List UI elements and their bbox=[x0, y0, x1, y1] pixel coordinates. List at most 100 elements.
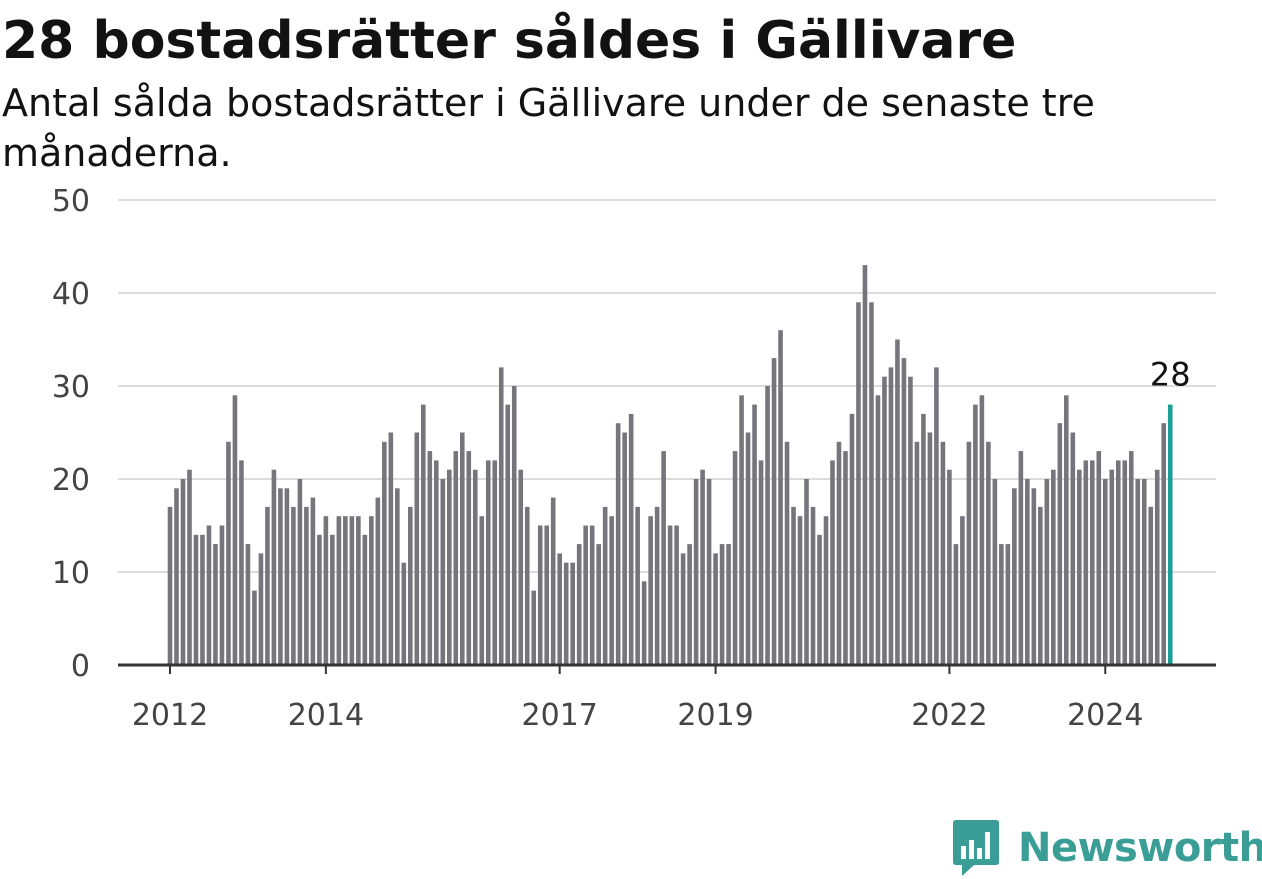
bar bbox=[239, 460, 244, 665]
bar bbox=[986, 441, 991, 665]
bar bbox=[674, 525, 679, 665]
bar bbox=[979, 395, 985, 665]
bar bbox=[427, 451, 433, 665]
bar bbox=[245, 544, 251, 665]
bar bbox=[174, 488, 179, 665]
bar bbox=[823, 516, 829, 665]
bar-highlight bbox=[1167, 404, 1173, 665]
bar bbox=[323, 516, 329, 665]
bar bbox=[719, 544, 725, 665]
bar bbox=[693, 479, 699, 665]
x-tick-label: 2022 bbox=[911, 698, 987, 733]
bar bbox=[226, 441, 231, 665]
bar bbox=[888, 367, 894, 665]
bar bbox=[843, 451, 848, 665]
bar bbox=[505, 404, 511, 665]
bar bbox=[1148, 506, 1154, 665]
bar bbox=[596, 544, 601, 665]
last-value-annotation: 28 bbox=[1150, 356, 1191, 394]
bar bbox=[1018, 451, 1024, 665]
bar bbox=[1135, 479, 1141, 665]
bar bbox=[726, 544, 731, 665]
bar bbox=[1141, 479, 1147, 665]
bar bbox=[369, 516, 374, 665]
bar bbox=[849, 413, 855, 665]
bar bbox=[446, 469, 452, 665]
bar bbox=[882, 376, 887, 665]
brand-name: Newsworthy bbox=[1018, 825, 1262, 871]
bar bbox=[869, 302, 874, 665]
bar bbox=[304, 506, 309, 665]
x-tick-label: 2024 bbox=[1067, 698, 1143, 733]
bar bbox=[200, 534, 205, 665]
bar bbox=[570, 562, 575, 665]
bar bbox=[1102, 479, 1108, 665]
bar bbox=[336, 516, 342, 665]
bar bbox=[953, 544, 959, 665]
bar bbox=[609, 516, 614, 665]
bar bbox=[934, 367, 939, 665]
bar bbox=[1025, 479, 1030, 665]
bar bbox=[1161, 423, 1167, 665]
bar bbox=[498, 367, 504, 665]
bar bbox=[284, 488, 290, 665]
bar bbox=[349, 516, 355, 665]
bar bbox=[680, 553, 686, 665]
bar bbox=[713, 553, 718, 665]
bar bbox=[622, 432, 627, 665]
bar bbox=[921, 413, 926, 665]
bar bbox=[356, 516, 361, 665]
bar bbox=[1154, 469, 1160, 665]
bar bbox=[310, 497, 316, 665]
bar bbox=[453, 451, 459, 665]
bar bbox=[219, 525, 225, 665]
bar bbox=[947, 469, 952, 665]
bar bbox=[797, 516, 803, 665]
bar bbox=[875, 395, 881, 665]
bar bbox=[440, 479, 446, 665]
bar bbox=[791, 506, 796, 665]
bar bbox=[1070, 432, 1076, 665]
bar bbox=[232, 395, 238, 665]
bar bbox=[466, 451, 472, 665]
bar bbox=[706, 479, 712, 665]
bar bbox=[862, 265, 868, 665]
bar bbox=[661, 451, 666, 665]
y-tick-label: 0 bbox=[71, 649, 90, 684]
bar bbox=[758, 460, 764, 665]
bar bbox=[1089, 460, 1095, 665]
bar bbox=[687, 544, 692, 665]
bar bbox=[511, 386, 517, 665]
bar bbox=[960, 516, 965, 665]
y-tick-label: 40 bbox=[52, 277, 90, 312]
x-tick-label: 2017 bbox=[522, 698, 598, 733]
bar bbox=[187, 469, 192, 665]
bar bbox=[973, 404, 978, 665]
bar bbox=[537, 525, 543, 665]
bar bbox=[1128, 451, 1134, 665]
bar bbox=[765, 386, 770, 665]
bar bbox=[784, 441, 790, 665]
bar bbox=[739, 395, 744, 665]
bar bbox=[401, 562, 407, 665]
bar bbox=[771, 358, 777, 665]
bar bbox=[836, 441, 842, 665]
bar bbox=[966, 441, 972, 665]
x-axis: 2012 2014 2017 2019 2022 2024 bbox=[118, 663, 1216, 733]
bar bbox=[1096, 451, 1102, 665]
bar bbox=[940, 441, 946, 665]
bar bbox=[557, 553, 562, 665]
newsworthy-brand: Newsworthy bbox=[952, 818, 1262, 878]
bar bbox=[667, 525, 673, 665]
bar bbox=[1083, 460, 1089, 665]
bars bbox=[167, 265, 1173, 665]
newsworthy-logo-icon bbox=[953, 820, 999, 876]
bar bbox=[492, 460, 498, 665]
bar bbox=[732, 451, 738, 665]
bar bbox=[602, 506, 608, 665]
bar bbox=[810, 506, 816, 665]
bar bbox=[518, 469, 524, 665]
y-axis-ticks: 0 10 20 30 40 50 bbox=[52, 184, 90, 684]
bar bbox=[395, 488, 400, 665]
bar bbox=[576, 544, 582, 665]
